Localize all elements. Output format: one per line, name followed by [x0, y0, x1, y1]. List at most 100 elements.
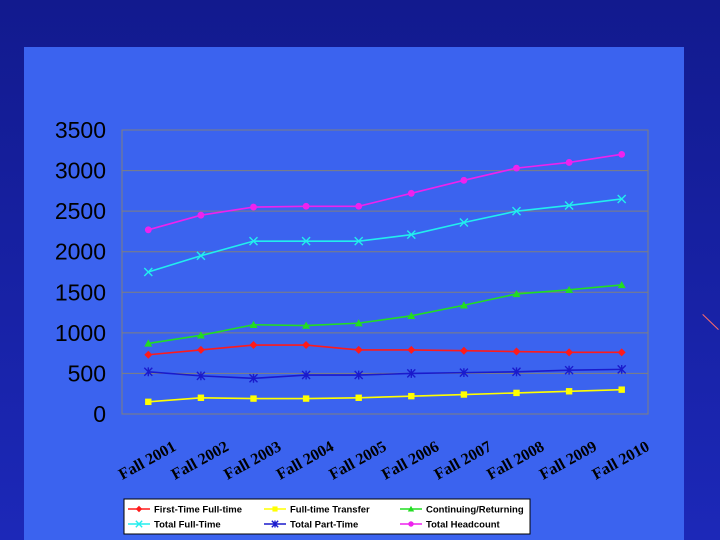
data-point [249, 236, 258, 246]
series-total-full-time [143, 194, 627, 277]
y-tick-label: 3500 [55, 117, 106, 143]
data-point [196, 251, 206, 261]
data-point [618, 386, 625, 393]
x-tick-label: Fall 2010 [589, 438, 652, 483]
series-full-time-transfer [145, 386, 625, 406]
series-line [148, 368, 622, 380]
data-point [512, 206, 521, 216]
data-point [249, 373, 258, 383]
legend-label: Continuing/Returning [426, 505, 524, 516]
data-point [197, 211, 205, 219]
data-point [512, 367, 521, 377]
data-point [406, 230, 416, 240]
series-lines [143, 150, 627, 406]
data-point [459, 301, 468, 309]
legend-label: Total Full-Time [154, 520, 221, 531]
y-tick-label: 3000 [55, 158, 106, 184]
data-point [196, 371, 206, 381]
data-point [302, 395, 310, 402]
x-tick-label: Fall 2003 [221, 438, 284, 483]
series-line [148, 344, 622, 356]
data-point [301, 236, 311, 246]
x-tick-label: Fall 2009 [537, 438, 600, 483]
data-point [355, 202, 363, 210]
legend-item: Full-time Transfer [264, 505, 370, 516]
data-point [460, 391, 468, 398]
series-line [148, 284, 622, 345]
data-point [564, 365, 574, 375]
y-axis-ticks: 0 500 1000 1500 2000 2500 3000 3500 [55, 117, 106, 427]
data-point [354, 236, 364, 246]
legend-swatch-marker [135, 520, 143, 528]
legend: First-Time Full-time Full-time Transfer Co… [123, 498, 531, 535]
data-point [144, 226, 152, 234]
data-point [145, 398, 152, 406]
series-total-part-time [143, 364, 627, 383]
data-point [459, 218, 469, 227]
data-point [250, 203, 257, 211]
data-point [565, 285, 574, 294]
y-tick-label: 2000 [55, 239, 106, 265]
data-point [406, 368, 416, 378]
data-point [407, 311, 416, 320]
legend-label: Total Part-Time [290, 520, 358, 531]
gridlines [122, 170, 648, 374]
legend-swatch-marker [408, 521, 414, 527]
series-line [148, 198, 622, 273]
data-point [617, 280, 626, 289]
x-tick-label: Fall 2008 [484, 438, 547, 483]
x-tick-label: Fall 2005 [326, 438, 389, 483]
data-point [460, 176, 468, 184]
data-point [144, 350, 153, 359]
legend-box [123, 498, 531, 535]
data-point [249, 320, 258, 328]
legend-swatch-marker [407, 505, 415, 512]
data-point [565, 388, 573, 395]
data-point [407, 189, 415, 197]
series-continuing-returning [144, 280, 626, 347]
legend-swatch-marker [135, 505, 143, 513]
x-tick-label: Fall 2004 [274, 438, 337, 483]
data-point [302, 321, 311, 329]
x-tick-label: Fall 2006 [379, 438, 442, 483]
data-point [459, 368, 469, 378]
data-point [196, 331, 205, 339]
data-point [513, 164, 520, 172]
x-tick-label: Fall 2002 [169, 438, 232, 483]
data-point [197, 394, 205, 401]
data-point [617, 364, 627, 374]
data-point [618, 150, 626, 158]
data-point [564, 200, 574, 210]
y-tick-label: 2500 [55, 198, 106, 224]
legend-item: Total Headcount [400, 520, 501, 531]
y-tick-label: 500 [68, 360, 106, 386]
data-point [249, 341, 258, 350]
data-point [512, 347, 521, 356]
data-point [617, 348, 626, 357]
data-point [302, 202, 310, 210]
data-point [196, 345, 205, 354]
series-first-time-full-time [144, 341, 626, 359]
data-point [354, 345, 363, 354]
plot-area [121, 129, 649, 415]
data-point [355, 394, 362, 401]
legend-label: First-Time Full-time [154, 505, 242, 516]
data-point [143, 267, 153, 277]
x-tick-label: Fall 2007 [432, 438, 495, 483]
data-point [354, 370, 364, 380]
y-tick-label: 1500 [55, 279, 106, 305]
data-point [354, 319, 363, 327]
data-point [512, 289, 521, 298]
slide-panel [24, 47, 684, 540]
data-point [301, 370, 311, 380]
data-point [617, 194, 627, 204]
legend-label: Total Headcount [426, 520, 501, 531]
legend-swatch-marker [272, 506, 278, 512]
data-point [143, 367, 153, 377]
legend-item: Continuing/Returning [400, 505, 524, 516]
data-point [565, 159, 573, 166]
legend-swatch-marker [271, 520, 279, 528]
series-line [148, 388, 622, 403]
data-point [250, 395, 257, 402]
